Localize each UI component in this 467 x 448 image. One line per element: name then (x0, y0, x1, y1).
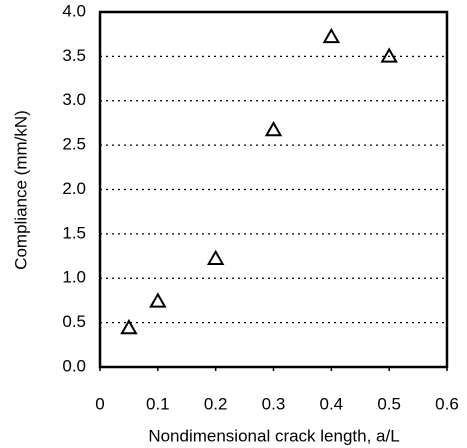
data-point (206, 249, 225, 265)
y-tick-label: 2.0 (62, 179, 86, 198)
y-tick-label: 1.5 (62, 223, 86, 242)
plot-frame (98, 10, 449, 369)
y-tick-label: 0.5 (62, 312, 86, 331)
data-point (380, 47, 398, 63)
y-tick-label: 3.5 (62, 46, 86, 65)
y-axis-label: Compliance (mm/kN) (11, 110, 30, 270)
data-point (264, 121, 283, 137)
x-tick-label: 0.2 (204, 394, 228, 413)
y-tick-label: 2.5 (62, 135, 86, 154)
data-point (149, 292, 167, 308)
x-axis-label: Nondimensional crack length, a/L (148, 426, 399, 445)
y-tick-label: 1.0 (62, 268, 86, 287)
x-tick-label: 0.5 (377, 394, 401, 413)
y-tick-label: 0.0 (62, 356, 86, 375)
x-tick-label: 0 (95, 394, 104, 413)
data-point (322, 27, 341, 44)
data-point (120, 318, 138, 335)
y-tick-label: 3.0 (62, 90, 86, 109)
x-tick-label: 0.3 (262, 394, 286, 413)
x-tick-label: 0.4 (320, 394, 344, 413)
x-tick-label: 0.6 (435, 394, 459, 413)
x-tick-label: 0.1 (146, 394, 170, 413)
y-tick-label: 4.0 (62, 1, 86, 20)
